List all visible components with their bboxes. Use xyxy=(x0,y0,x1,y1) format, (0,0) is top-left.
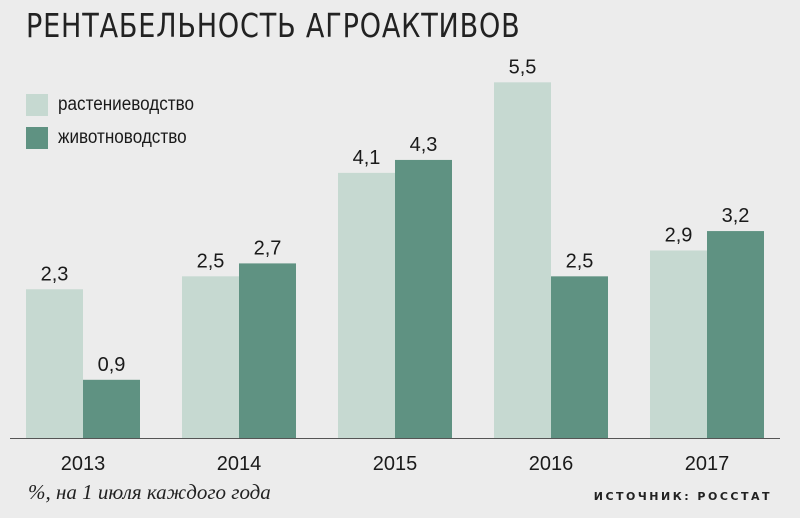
bar-crop-2015 xyxy=(338,172,395,438)
legend-label-livestock: животноводство xyxy=(58,126,187,148)
x-tick-label-2015: 2015 xyxy=(373,453,418,475)
data-label-livestock-2016: 2,5 xyxy=(566,250,594,272)
chart-note: %, на 1 июля каждого года xyxy=(28,480,271,504)
legend-item-livestock: животноводство xyxy=(26,121,209,154)
data-label-crop-2013: 2,3 xyxy=(41,263,69,285)
x-tick-label-2014: 2014 xyxy=(217,453,262,475)
source-credit: ИСТОЧНИК: РОССТАТ xyxy=(593,490,772,503)
data-label-crop-2015: 4,1 xyxy=(353,147,381,169)
legend-label-crop: растениеводство xyxy=(58,93,195,115)
legend: растениеводство животноводство xyxy=(26,88,209,154)
bar-livestock-2013 xyxy=(83,379,140,438)
data-label-crop-2014: 2,5 xyxy=(197,250,225,272)
x-tick-label-2013: 2013 xyxy=(61,453,106,475)
bar-crop-2017 xyxy=(650,250,707,438)
x-tick-label-2016: 2016 xyxy=(529,453,574,475)
bar-livestock-2017 xyxy=(707,231,764,438)
data-label-livestock-2013: 0,9 xyxy=(98,354,126,376)
bar-livestock-2015 xyxy=(395,159,452,438)
bar-crop-2014 xyxy=(182,276,239,438)
data-label-livestock-2017: 3,2 xyxy=(722,205,750,227)
data-label-crop-2017: 2,9 xyxy=(665,224,693,246)
data-label-crop-2016: 5,5 xyxy=(509,56,537,78)
bar-crop-2013 xyxy=(26,289,83,438)
legend-swatch-crop xyxy=(26,93,48,116)
x-tick-label-2017: 2017 xyxy=(685,453,730,475)
legend-item-crop: растениеводство xyxy=(26,88,209,121)
data-label-livestock-2015: 4,3 xyxy=(410,134,438,156)
chart-title: РЕНТАБЕЛЬНОСТЬ АГРОАКТИВОВ xyxy=(26,6,521,45)
data-label-livestock-2014: 2,7 xyxy=(254,237,282,259)
bar-livestock-2014 xyxy=(239,263,296,438)
bar-livestock-2016 xyxy=(551,276,608,438)
bar-crop-2016 xyxy=(494,82,551,438)
legend-swatch-livestock xyxy=(26,126,48,149)
